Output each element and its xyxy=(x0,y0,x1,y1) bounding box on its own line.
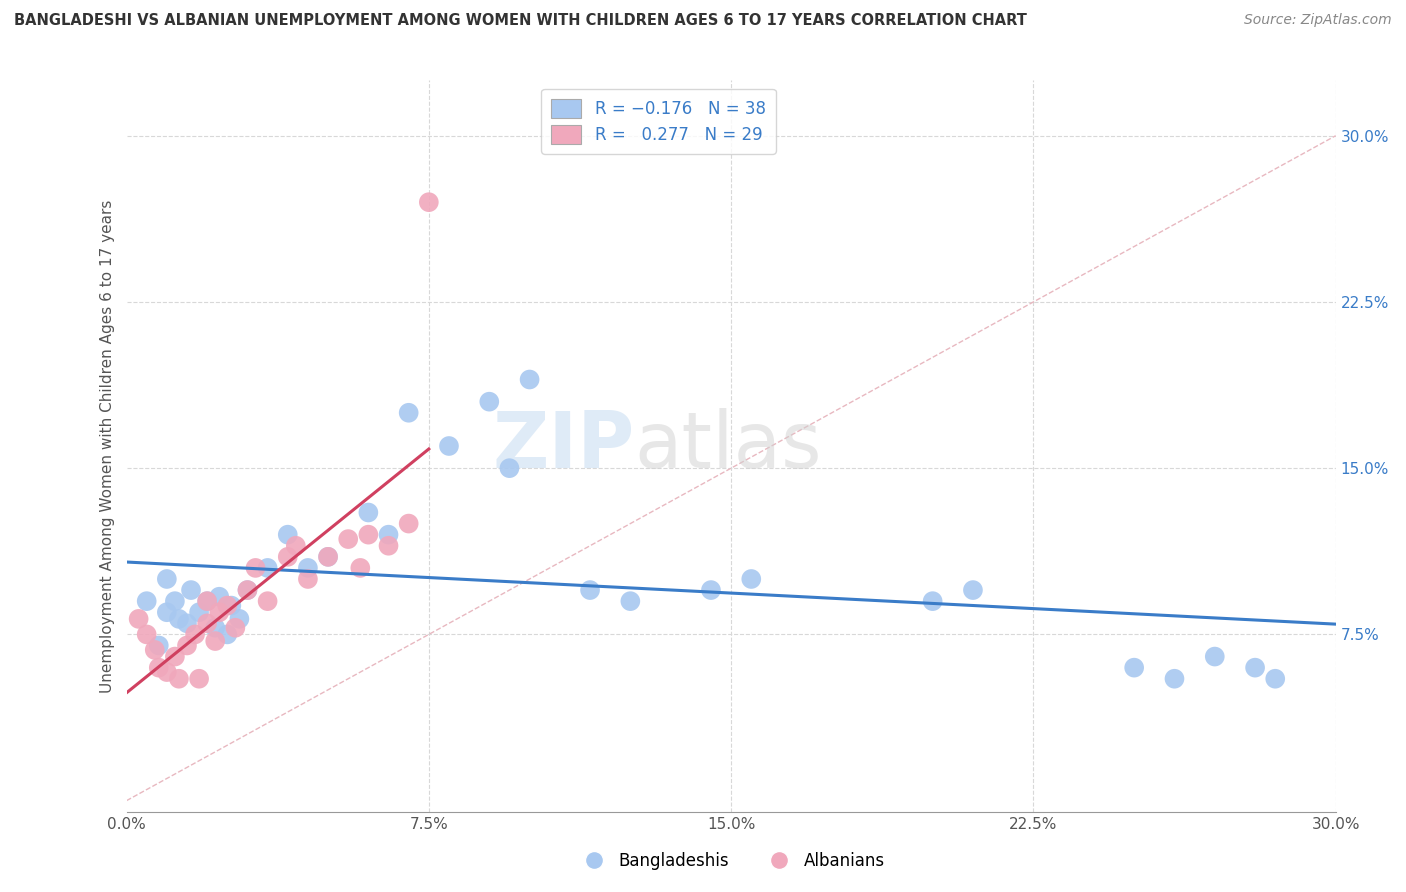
Point xyxy=(148,639,170,653)
Point xyxy=(204,634,226,648)
Point xyxy=(256,561,278,575)
Point xyxy=(297,561,319,575)
Text: BANGLADESHI VS ALBANIAN UNEMPLOYMENT AMONG WOMEN WITH CHILDREN AGES 6 TO 17 YEAR: BANGLADESHI VS ALBANIAN UNEMPLOYMENT AMO… xyxy=(14,13,1026,29)
Point xyxy=(377,539,399,553)
Point xyxy=(1123,660,1146,674)
Point xyxy=(195,616,218,631)
Point xyxy=(163,649,186,664)
Text: Source: ZipAtlas.com: Source: ZipAtlas.com xyxy=(1244,13,1392,28)
Point xyxy=(437,439,460,453)
Point xyxy=(156,665,179,679)
Point xyxy=(208,590,231,604)
Text: ZIP: ZIP xyxy=(492,408,634,484)
Point xyxy=(478,394,501,409)
Point xyxy=(519,372,541,386)
Point xyxy=(1163,672,1185,686)
Point xyxy=(418,195,440,210)
Y-axis label: Unemployment Among Women with Children Ages 6 to 17 years: Unemployment Among Women with Children A… xyxy=(100,199,115,693)
Point xyxy=(156,605,179,619)
Text: atlas: atlas xyxy=(634,408,823,484)
Point xyxy=(163,594,186,608)
Point xyxy=(398,406,420,420)
Point xyxy=(579,583,602,598)
Point xyxy=(217,599,239,613)
Point xyxy=(156,572,179,586)
Point xyxy=(236,583,259,598)
Point xyxy=(224,621,246,635)
Point xyxy=(700,583,723,598)
Point xyxy=(135,594,157,608)
Point xyxy=(143,643,166,657)
Point xyxy=(208,605,231,619)
Point xyxy=(217,627,239,641)
Point xyxy=(921,594,943,608)
Point xyxy=(377,527,399,541)
Legend: Bangladeshis, Albanians: Bangladeshis, Albanians xyxy=(571,846,891,877)
Point xyxy=(357,506,380,520)
Point xyxy=(316,549,339,564)
Point xyxy=(498,461,520,475)
Point xyxy=(167,612,190,626)
Point xyxy=(204,621,226,635)
Point xyxy=(236,583,259,598)
Point xyxy=(256,594,278,608)
Point xyxy=(167,672,190,686)
Point xyxy=(277,549,299,564)
Point xyxy=(357,527,380,541)
Point xyxy=(221,599,243,613)
Point xyxy=(1264,672,1286,686)
Point xyxy=(148,660,170,674)
Point xyxy=(195,594,218,608)
Point xyxy=(228,612,250,626)
Point xyxy=(188,605,211,619)
Point xyxy=(188,672,211,686)
Point xyxy=(128,612,150,626)
Point xyxy=(349,561,371,575)
Point xyxy=(337,532,360,546)
Point xyxy=(135,627,157,641)
Point xyxy=(184,627,207,641)
Point xyxy=(1204,649,1226,664)
Point xyxy=(398,516,420,531)
Point xyxy=(962,583,984,598)
Point xyxy=(619,594,641,608)
Point xyxy=(176,639,198,653)
Point xyxy=(195,594,218,608)
Point xyxy=(316,549,339,564)
Point xyxy=(297,572,319,586)
Point xyxy=(180,583,202,598)
Point xyxy=(1244,660,1267,674)
Point xyxy=(277,527,299,541)
Point xyxy=(176,616,198,631)
Point xyxy=(245,561,267,575)
Point xyxy=(740,572,762,586)
Point xyxy=(284,539,307,553)
